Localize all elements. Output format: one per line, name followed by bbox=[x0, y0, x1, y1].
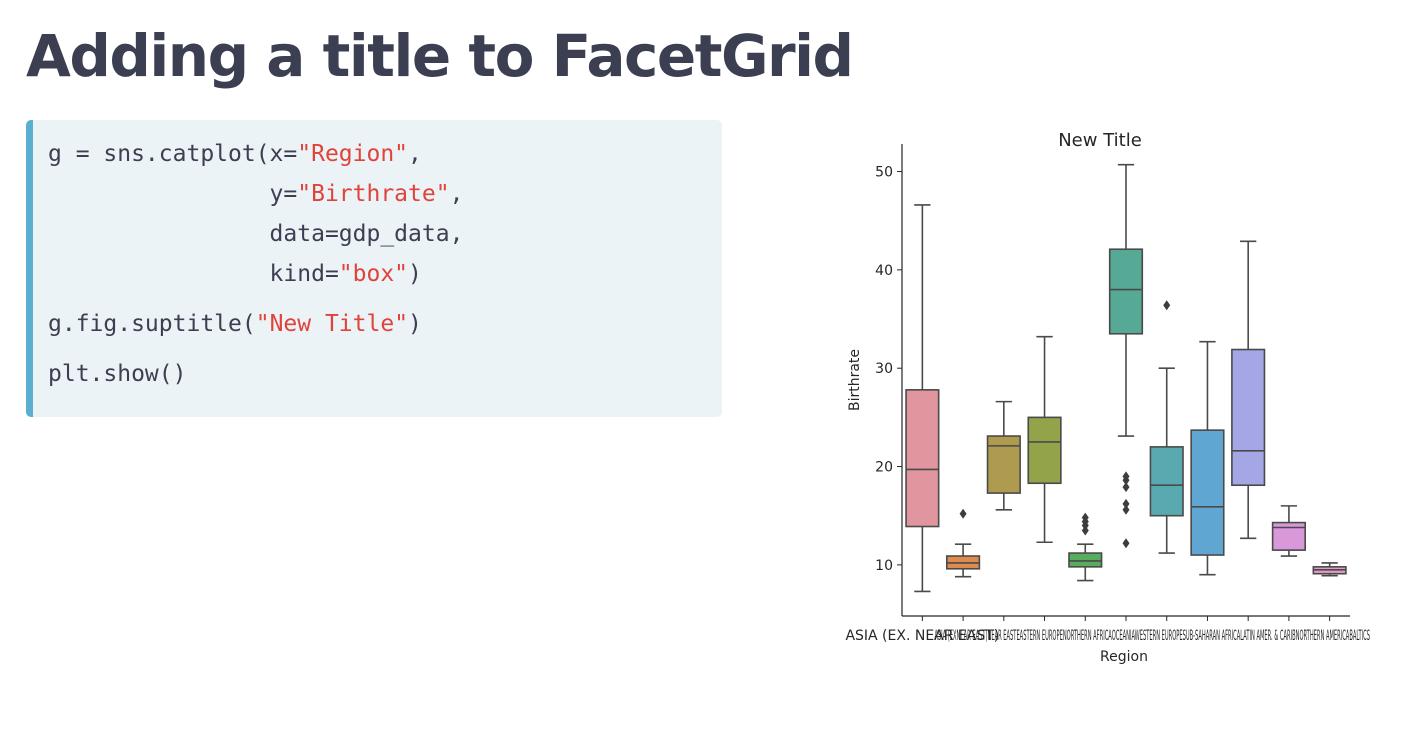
box bbox=[905, 389, 940, 528]
x-tick-label: ASIA (EXNEAR EAST)NEAR EASTEASTERN EUROP… bbox=[934, 628, 1370, 644]
code-token: kind= bbox=[48, 261, 339, 287]
code-line: g = sns.catplot(x="Region", bbox=[48, 139, 722, 179]
code-token: g = sns.catplot(x= bbox=[48, 141, 298, 167]
outlier-marker bbox=[1122, 498, 1130, 509]
box-plot-svg: New Title Birthrate Region 10 20 30 40 50 ASI… bbox=[845, 130, 1370, 665]
code-string: "Birthrate" bbox=[297, 181, 450, 207]
outlier-marker bbox=[1122, 482, 1130, 493]
box bbox=[1027, 416, 1062, 485]
code-token: g.fig.suptitle( bbox=[48, 311, 256, 337]
code-line: plt.show() bbox=[48, 359, 722, 399]
y-tick-label: 50 bbox=[875, 165, 893, 181]
code-token: , bbox=[449, 181, 464, 207]
code-line: y="Birthrate", bbox=[48, 179, 722, 219]
slide-title: Adding a title to FacetGrid bbox=[26, 22, 854, 90]
outlier-marker bbox=[1163, 300, 1171, 311]
y-axis-label: Birthrate bbox=[847, 349, 863, 411]
code-token: ) bbox=[408, 261, 422, 287]
outlier-marker bbox=[1122, 504, 1130, 515]
code-line: kind="box") bbox=[48, 259, 722, 309]
box-plot-chart: New Title Birthrate Region 10 20 30 40 50 ASI… bbox=[830, 122, 1390, 682]
y-tick-label: 20 bbox=[875, 460, 893, 476]
y-tick-label: 30 bbox=[875, 361, 893, 377]
x-axis-label: Region bbox=[1100, 649, 1148, 665]
code-token: data=gdp_data, bbox=[48, 221, 464, 247]
code-string: "box" bbox=[338, 261, 409, 287]
code-block: g = sns.catplot(x="Region", y="Birthrate… bbox=[26, 120, 722, 417]
code-token: plt.show() bbox=[48, 361, 187, 387]
outlier-marker bbox=[1081, 512, 1089, 523]
code-line: data=gdp_data, bbox=[48, 219, 722, 259]
box bbox=[1149, 446, 1184, 517]
code-string: "Region" bbox=[297, 141, 409, 167]
box bbox=[1068, 552, 1103, 568]
code-token: ) bbox=[408, 311, 422, 337]
box bbox=[986, 435, 1021, 494]
box bbox=[1190, 429, 1225, 556]
y-tick-label: 10 bbox=[875, 558, 893, 574]
outlier-marker bbox=[959, 508, 967, 519]
outlier-marker bbox=[1122, 471, 1130, 482]
code-token: , bbox=[408, 141, 422, 167]
box bbox=[1108, 248, 1144, 335]
outlier-marker bbox=[1122, 538, 1130, 549]
box bbox=[1231, 348, 1266, 487]
code-string: "New Title" bbox=[255, 311, 409, 337]
x-tick-label: ASIA (EX. NEAR EAST) bbox=[845, 628, 999, 644]
code-token: y= bbox=[48, 181, 298, 207]
code-line: g.fig.suptitle("New Title") bbox=[48, 309, 722, 359]
y-tick-label: 40 bbox=[875, 263, 893, 279]
chart-title: New Title bbox=[1058, 130, 1142, 151]
